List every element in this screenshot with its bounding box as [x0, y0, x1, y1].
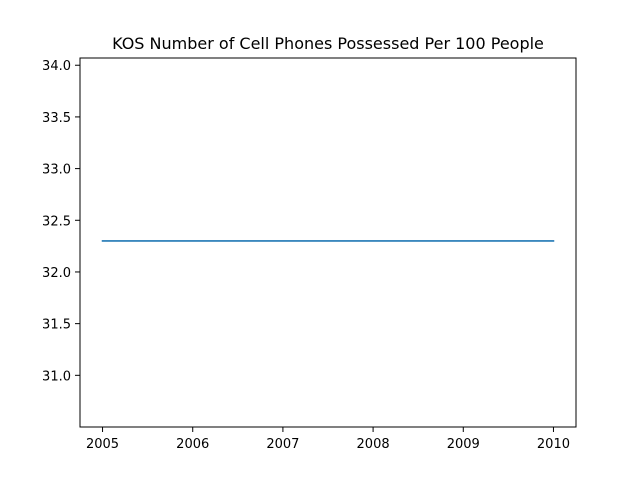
y-tick-label: 32.5 — [42, 214, 71, 229]
y-tick-label: 33.0 — [42, 163, 71, 178]
y-tick-label: 32.0 — [42, 266, 71, 281]
y-axis: 31.0 31.5 32.0 32.5 33.0 33.5 34.0 — [42, 59, 80, 384]
axes-frame — [79, 57, 577, 428]
x-tick-label: 2005 — [86, 437, 119, 452]
x-tick-label: 2009 — [447, 437, 480, 452]
x-tick-label: 2008 — [357, 437, 390, 452]
y-tick-label: 34.0 — [42, 59, 71, 74]
y-tick-label: 31.0 — [42, 369, 71, 384]
x-tick-label: 2006 — [176, 437, 209, 452]
x-tick-label: 2010 — [537, 437, 570, 452]
x-tick-label: 2007 — [266, 437, 299, 452]
x-axis: 2005 2006 2007 2008 2009 2010 — [86, 427, 570, 452]
chart-title: KOS Number of Cell Phones Possessed Per … — [112, 34, 544, 53]
y-tick-label: 31.5 — [42, 318, 71, 333]
y-tick-label: 33.5 — [42, 111, 71, 126]
